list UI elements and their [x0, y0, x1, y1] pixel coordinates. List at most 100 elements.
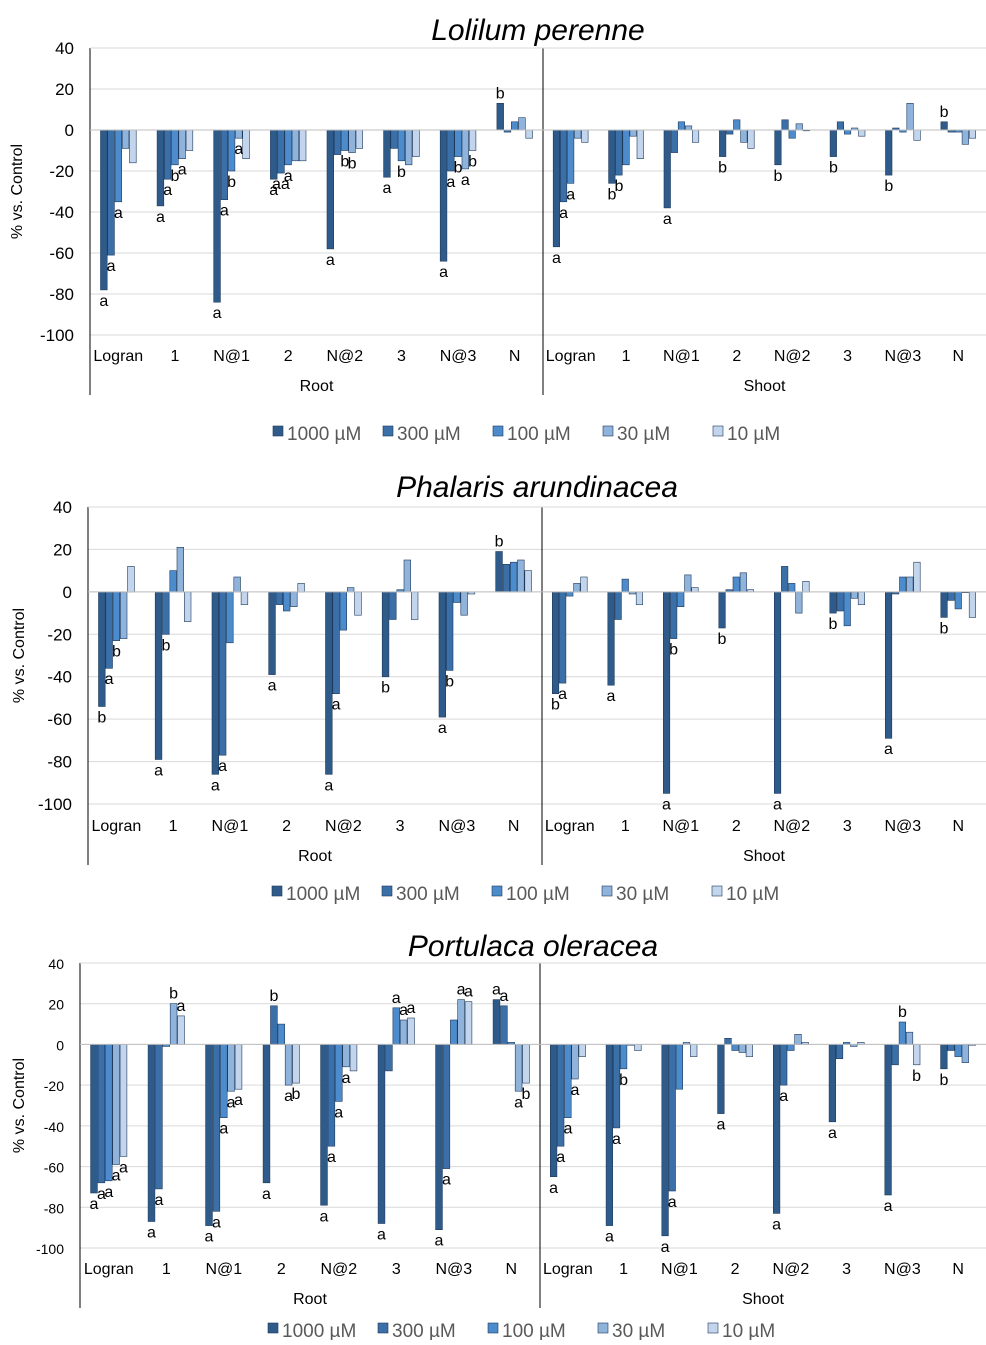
bar: [621, 578, 629, 593]
legend-entry: 30 µM: [612, 1321, 665, 1340]
bar: [724, 1038, 732, 1045]
bar: [795, 123, 803, 131]
bar: [275, 591, 283, 605]
bar: [325, 591, 333, 775]
y-tick-label: -40: [47, 668, 72, 687]
bar: [381, 591, 390, 678]
significance-letter: a: [334, 1104, 343, 1121]
bar: [947, 591, 955, 601]
bar: [298, 129, 307, 162]
significance-letter: b: [718, 160, 727, 177]
y-tick-label: -40: [49, 203, 74, 222]
bar: [348, 129, 356, 153]
bar: [788, 583, 796, 593]
x-category-label: 2: [731, 1261, 740, 1278]
bar: [954, 1044, 962, 1057]
bar: [968, 591, 977, 618]
bar: [435, 1044, 443, 1231]
bar: [829, 591, 837, 614]
bar: [176, 546, 184, 593]
bar: [829, 129, 837, 157]
y-tick-label: -100: [40, 326, 74, 345]
bar: [240, 591, 249, 605]
bar: [843, 129, 852, 135]
x-group-label: Root: [298, 848, 332, 865]
bar: [342, 1044, 350, 1068]
bar: [781, 566, 789, 593]
bar: [171, 129, 179, 166]
bar: [677, 121, 686, 131]
bar: [262, 1044, 271, 1184]
significance-letter: a: [327, 1149, 336, 1166]
bar: [670, 591, 678, 639]
significance-letter: a: [492, 982, 501, 999]
legend-entry: 10 µM: [727, 424, 780, 445]
significance-letter: aa: [272, 176, 290, 193]
bar: [404, 129, 413, 166]
x-category-label: N@2: [773, 818, 810, 835]
bar: [843, 591, 851, 627]
bar: [670, 129, 678, 153]
bar: [184, 591, 192, 622]
x-category-label: N@3: [884, 818, 921, 835]
y-tick-label: -100: [38, 795, 72, 814]
y-tick-label: -60: [44, 1160, 64, 1176]
bar: [581, 129, 589, 143]
bar: [227, 1044, 235, 1092]
y-tick-label: -80: [47, 753, 72, 772]
x-group-label: Shoot: [744, 378, 786, 395]
significance-letter: a: [324, 777, 333, 794]
legend-swatch: [381, 885, 393, 897]
bar: [235, 129, 243, 139]
significance-letter: b: [292, 1086, 301, 1103]
bar: [284, 1044, 293, 1086]
significance-letter: a: [105, 671, 114, 688]
bar: [97, 1044, 106, 1184]
y-tick-label: 40: [55, 39, 74, 58]
bar: [899, 576, 907, 593]
bar: [211, 591, 219, 775]
significance-letter: b: [496, 85, 505, 102]
bar: [397, 129, 406, 162]
significance-letter: a: [284, 1088, 293, 1105]
significance-letter: a: [219, 1121, 228, 1138]
x-category-label: 3: [392, 1261, 401, 1278]
legend-swatch: [271, 885, 283, 897]
bar: [634, 1044, 642, 1051]
significance-letter: b: [97, 709, 106, 726]
bar: [185, 129, 194, 151]
legend-entry: 30 µM: [616, 884, 669, 905]
significance-letter: a: [605, 1229, 614, 1246]
x-category-label: N@1: [662, 818, 699, 835]
bar: [940, 591, 948, 618]
significance-letter: a: [442, 1172, 451, 1189]
bar: [940, 1044, 948, 1070]
significance-letter: b: [522, 1086, 531, 1103]
significance-letter: b: [112, 644, 121, 661]
significance-letter: a: [262, 1186, 271, 1203]
bar: [284, 129, 292, 166]
bar: [961, 129, 969, 145]
bar: [691, 587, 699, 593]
significance-letter: a: [218, 758, 227, 775]
x-group-label: Root: [300, 378, 334, 395]
significance-letter: a: [556, 1149, 565, 1166]
bar: [906, 576, 914, 593]
legend-swatch: [712, 425, 724, 437]
significance-letter: a: [213, 305, 222, 322]
bar: [442, 1044, 451, 1169]
bar: [509, 561, 518, 593]
x-category-label: 3: [396, 818, 405, 835]
significance-letter: a: [446, 174, 455, 191]
x-category-label: Logran: [546, 348, 596, 365]
bar: [690, 1044, 698, 1057]
bar: [377, 1044, 386, 1224]
bar: [389, 591, 397, 620]
x-category-label: 2: [282, 818, 291, 835]
significance-letter: b: [884, 178, 893, 195]
legend-entry: 10 µM: [722, 1321, 775, 1340]
bar: [524, 570, 532, 593]
y-tick-label: -20: [49, 162, 74, 181]
bar: [836, 121, 845, 131]
